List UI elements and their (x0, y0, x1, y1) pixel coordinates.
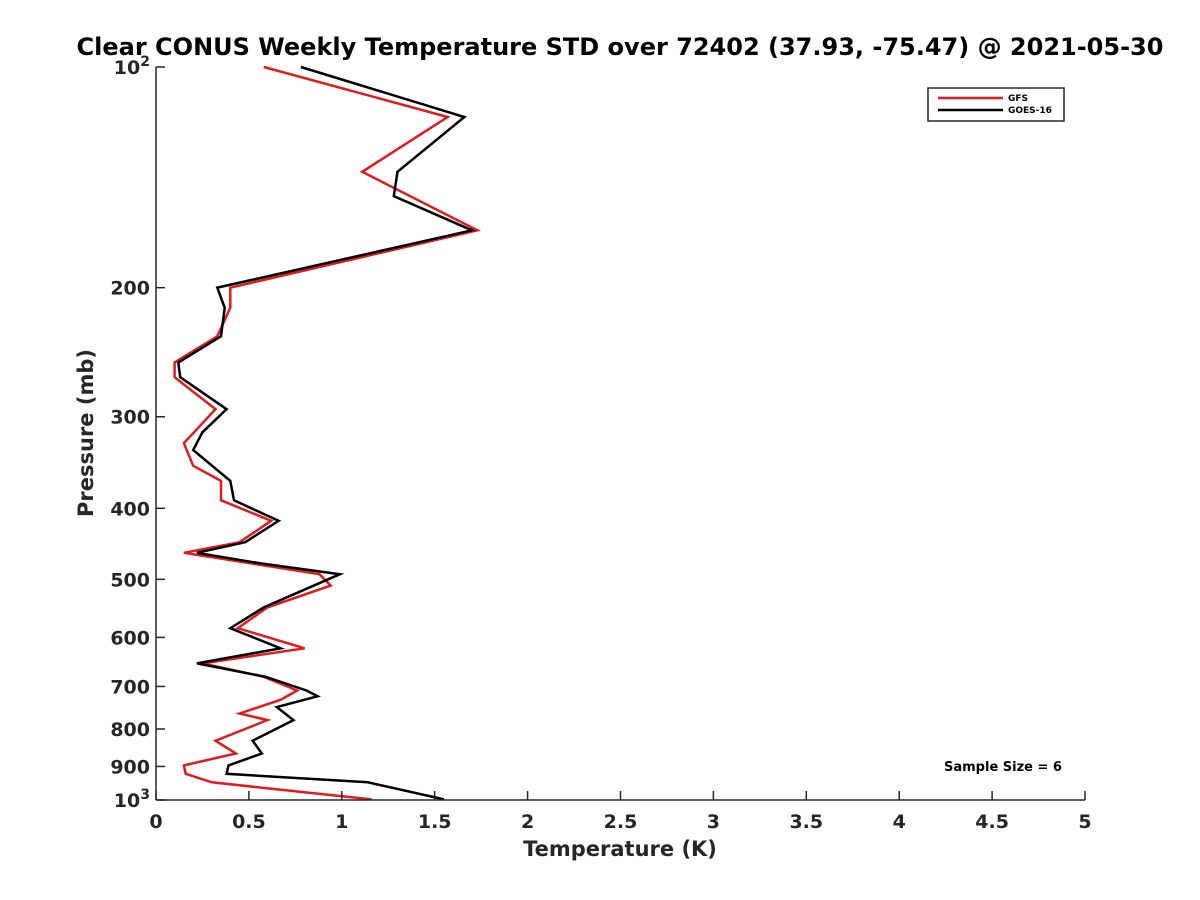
y-tick-label: 300 (110, 407, 150, 429)
x-tick-label: 1.5 (418, 811, 452, 833)
y-tick-label: 800 (110, 719, 150, 741)
axes: 0 0.5 1 1.5 2 2.5 3 3.5 4 4.5 5 102 200 300 400 500 600 7… (110, 54, 1091, 833)
legend: GFS GOES-16 (927, 87, 1065, 122)
y-axis-label: Pressure (mb) (74, 349, 98, 517)
y-tick-label: 600 (110, 627, 150, 649)
y-tick-label: 400 (110, 498, 150, 520)
chart-title: Clear CONUS Weekly Temperature STD over … (77, 33, 1164, 61)
x-tick-label: 4 (893, 811, 906, 833)
legend-label-2: GOES-16 (1008, 106, 1052, 116)
sample-size-annotation: Sample Size = 6 (944, 760, 1062, 775)
y-tick-label: 900 (110, 756, 150, 778)
x-tick-label: 3.5 (789, 811, 823, 833)
x-tick-label: 2.5 (604, 811, 638, 833)
legend-label-1: GFS (1008, 94, 1028, 104)
series-line-2 (176, 65, 476, 801)
y-tick-label: 200 (110, 278, 150, 300)
plot-area (173, 65, 482, 801)
x-tick-label: 4.5 (975, 811, 1009, 833)
y-tick-label: 700 (110, 676, 150, 698)
y-tick-label: 102 (114, 54, 150, 79)
legend-box (927, 87, 1065, 122)
series-line-1 (173, 65, 482, 801)
y-tick-label: 500 (110, 569, 150, 591)
y-tick-label: 103 (114, 787, 150, 812)
x-tick-label: 2 (521, 811, 534, 833)
x-tick-label: 5 (1078, 811, 1091, 833)
x-axis-label: Temperature (K) (523, 837, 717, 861)
x-tick-label: 0.5 (232, 811, 266, 833)
x-tick-label: 3 (707, 811, 720, 833)
x-tick-label: 1 (335, 811, 348, 833)
x-tick-label: 0 (149, 811, 162, 833)
